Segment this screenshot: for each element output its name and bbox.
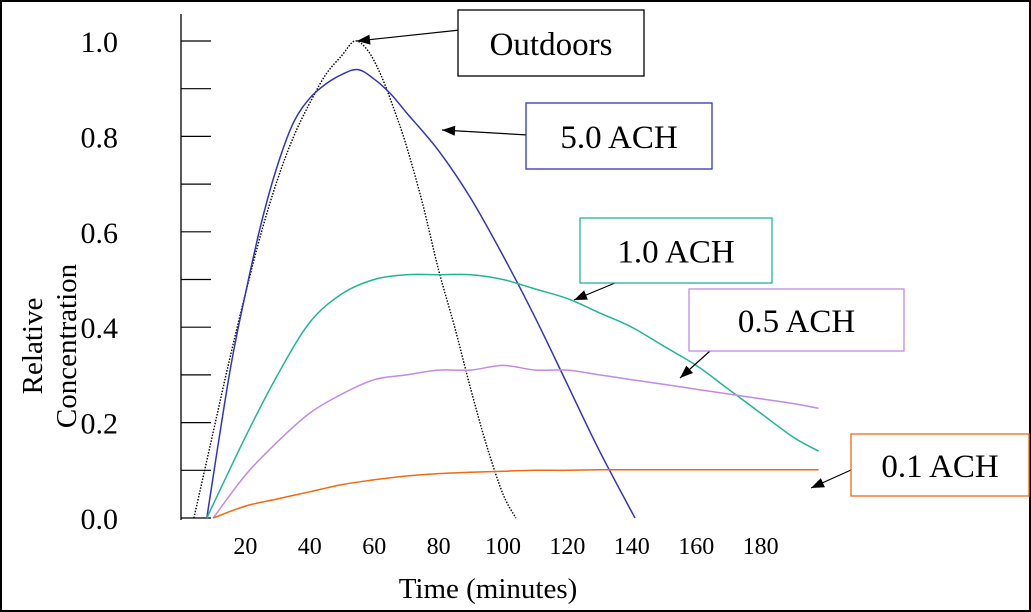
series-line-5-0-ach	[206, 68, 636, 519]
x-tick-label: 100	[485, 534, 521, 560]
series-layer	[193, 40, 819, 519]
x-tick-label: 120	[549, 534, 585, 560]
callout-label: 5.0 ACH	[560, 120, 677, 156]
callout-arrowhead	[357, 34, 371, 45]
y-axis-title: Relative Concentration	[17, 263, 83, 428]
callout-label: 0.5 ACH	[738, 304, 855, 340]
callout-1-0-ach: 1.0 ACH	[573, 217, 773, 301]
callout-arrowhead	[574, 290, 588, 300]
y-axis-title-line-1: Relative	[17, 298, 49, 395]
x-tick-label: 140	[614, 534, 650, 560]
series-line-outdoors	[193, 40, 517, 519]
series-line-0-5-ach	[212, 364, 819, 519]
callout-5-0-ach: 5.0 ACH	[441, 102, 713, 170]
callout-box	[525, 102, 713, 170]
x-tick-label: 80	[427, 534, 451, 560]
y-tick-label: 1.0	[81, 26, 119, 59]
y-tick-label: 0.6	[81, 217, 119, 250]
x-tick-label: 40	[298, 534, 322, 560]
y-axis-title-line-2: Concentration	[51, 263, 83, 428]
callout-label: Outdoors	[490, 27, 613, 63]
callout-box	[457, 9, 645, 77]
callout-label: 1.0 ACH	[617, 235, 734, 271]
callout-arrowhead	[811, 478, 825, 488]
y-tick-label: 0.4	[81, 312, 119, 345]
y-tick-label: 0.0	[81, 503, 119, 536]
series-line-0-1-ach	[212, 469, 819, 519]
callout-arrow	[356, 29, 461, 42]
callout-label: 0.1 ACH	[881, 449, 998, 485]
x-tick-label: 60	[362, 534, 386, 560]
x-tick-label: 20	[233, 534, 257, 560]
series-line-1-0-ach	[206, 273, 819, 519]
y-axis-ticks: 0.0 0.2 0.4 0.6 0.8 1.0	[81, 26, 211, 536]
y-tick-label: 0.8	[81, 121, 119, 154]
y-tick-label: 0.2	[81, 408, 119, 441]
callout-box	[579, 217, 773, 284]
callout-arrowhead	[680, 365, 693, 378]
callout-0-1-ach: 0.1 ACH	[810, 433, 1030, 497]
x-tick-label: 180	[743, 534, 779, 560]
x-tick-label: 160	[678, 534, 714, 560]
callout-box	[850, 433, 1030, 497]
callout-arrowhead	[442, 125, 456, 136]
callout-box	[688, 288, 905, 352]
x-axis-title: Time (minutes)	[399, 573, 578, 605]
callout-0-5-ach: 0.5 ACH	[679, 288, 905, 379]
callout-arrow	[441, 129, 529, 136]
x-axis-ticks: 20 40 60 80 100 120 140 160 180	[233, 534, 778, 560]
callout-outdoors: Outdoors	[356, 9, 645, 77]
